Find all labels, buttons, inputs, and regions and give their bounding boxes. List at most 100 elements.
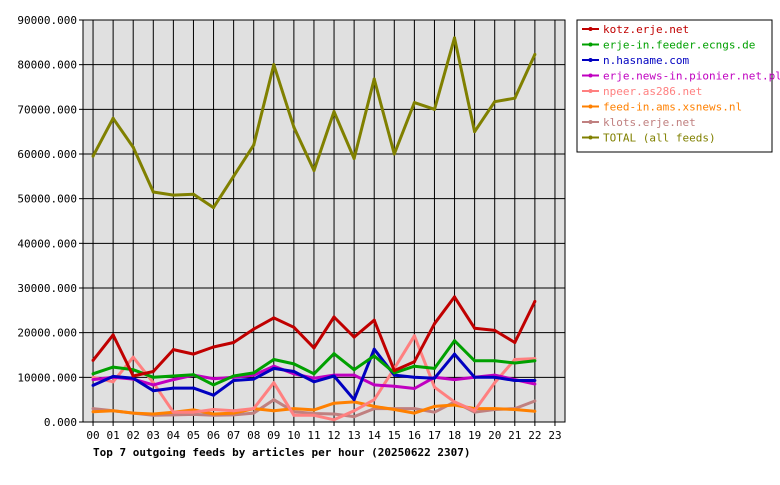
data-point [392,384,396,388]
data-point [332,110,336,114]
x-tick-label: 09 [267,429,280,442]
x-tick-label: 18 [448,429,461,442]
data-point [272,63,276,67]
data-point [453,400,457,404]
data-point [151,375,155,379]
data-point [432,366,436,370]
legend-marker [588,42,593,47]
data-point [352,409,356,413]
x-tick-label: 05 [187,429,200,442]
data-point [533,299,537,303]
data-point [392,152,396,156]
data-point [352,373,356,377]
data-point [91,154,95,158]
data-point [453,339,457,343]
data-point [131,411,135,415]
data-point [151,370,155,374]
y-axis-ticks: 0.000 10000.000 20000.000 30000.000 40000.00… [17,14,83,429]
legend-label: n.hasname.com [603,54,689,67]
data-point [412,364,416,368]
y-tick-label: 50000.000 [17,193,77,206]
x-tick-label: 04 [167,429,181,442]
data-point [171,374,175,378]
data-point [91,372,95,376]
data-point [453,378,457,382]
data-point [352,335,356,339]
data-point [232,411,236,415]
legend-marker [588,27,593,31]
data-point [191,373,195,377]
data-point [372,77,376,81]
data-point [232,340,236,344]
data-point [232,174,236,178]
x-tick-label: 17 [428,429,441,442]
y-tick-label: 40000.000 [17,237,77,250]
x-tick-label: 20 [488,429,501,442]
data-point [432,404,436,408]
data-point [473,359,477,363]
x-tick-label: 21 [508,429,521,442]
data-point [513,340,517,344]
data-point [352,415,356,419]
data-point [191,410,195,414]
data-point [272,366,276,370]
x-tick-label: 02 [127,429,140,442]
data-point [412,375,416,379]
data-point [412,411,416,415]
x-tick-label: 07 [227,429,240,442]
data-point [513,361,517,365]
legend-label: TOTAL (all feeds) [603,132,716,145]
legend-label: npeer.as286.net [603,85,702,98]
x-tick-label: 01 [107,429,120,442]
data-point [352,368,356,372]
data-point [453,403,457,407]
data-point [151,383,155,387]
data-point [432,376,436,380]
x-tick-label: 06 [207,429,220,442]
data-point [252,377,256,381]
data-point [312,408,316,412]
data-point [252,327,256,331]
data-point [372,404,376,408]
data-point [272,381,276,385]
data-point [111,116,115,120]
plot-area [83,20,565,422]
data-point [432,322,436,326]
data-point [292,125,296,129]
data-point [453,295,457,299]
data-point [151,412,155,416]
data-point [171,413,175,417]
y-tick-label: 80000.000 [17,59,77,72]
data-point [131,368,135,372]
data-point [332,401,336,405]
data-point [312,380,316,384]
data-point [392,369,396,373]
data-point [473,326,477,330]
data-point [272,364,276,368]
data-point [312,372,316,376]
legend-box [576,19,773,153]
data-point [493,359,497,363]
data-point [191,352,195,356]
data-point [332,352,336,356]
data-point [171,410,175,414]
data-point [392,371,396,375]
data-point [312,413,316,417]
x-tick-label: 10 [287,429,300,442]
series-lines [91,36,537,422]
data-point [191,386,195,390]
data-point [533,382,537,386]
data-point [473,130,477,134]
data-point [352,156,356,160]
data-point [352,400,356,404]
data-point [272,398,276,402]
data-point [372,398,376,402]
data-point [272,316,276,320]
data-point [332,418,336,422]
data-point [212,393,216,397]
legend-marker [588,58,593,62]
data-point [312,169,316,173]
data-point [252,411,256,415]
data-point [453,36,457,40]
